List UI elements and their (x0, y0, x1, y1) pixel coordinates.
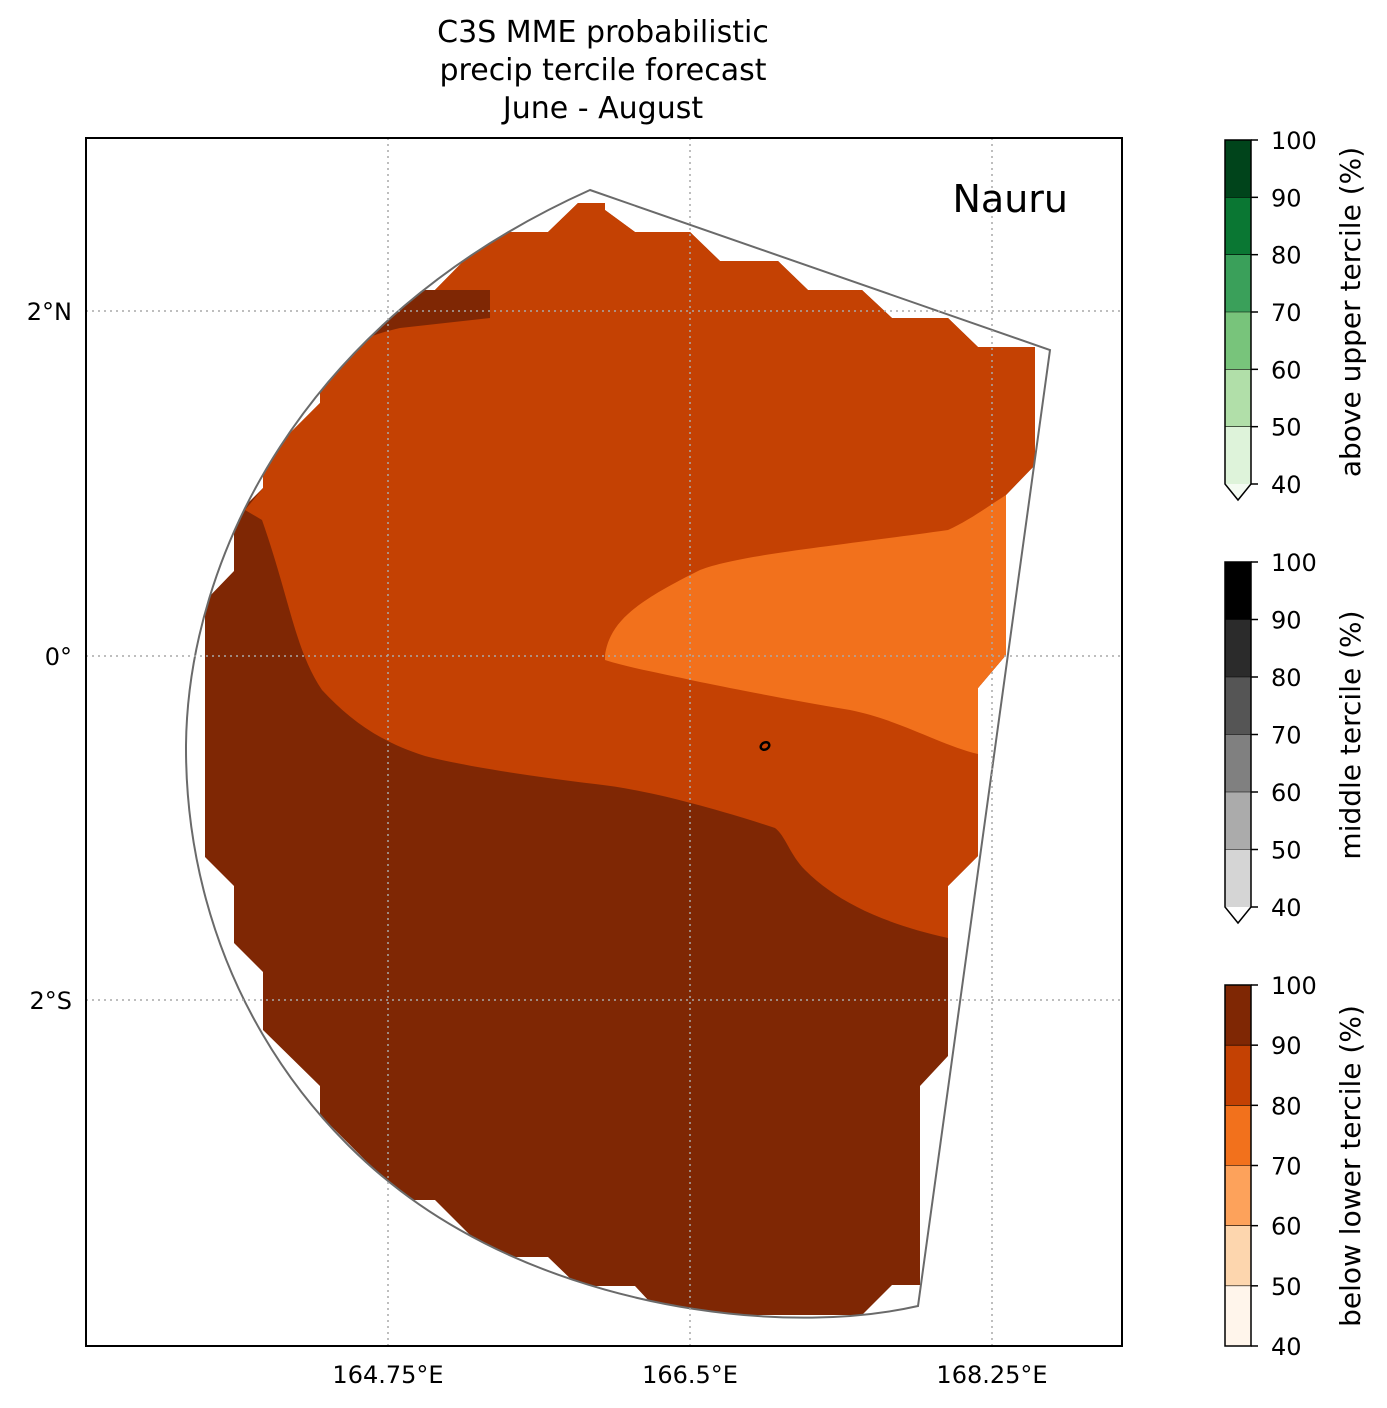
colorbar-segment (1225, 197, 1251, 256)
colorbar-segment (1225, 140, 1251, 198)
colorbar-segment (1225, 369, 1251, 428)
map-title: C3S MME probabilistic precip tercile for… (303, 14, 903, 128)
colorbar-extend-triangle (1225, 907, 1251, 923)
colorbar-tick-label: 100 (1271, 549, 1317, 577)
colorbar-label: above upper tercile (%) (1334, 147, 1367, 477)
colorbar-tick-label: 90 (1271, 1032, 1302, 1060)
colorbar-segment (1225, 734, 1251, 793)
colorbar-segment (1225, 849, 1251, 908)
colorbar-segment (1225, 1165, 1251, 1227)
colorbar-segment (1225, 792, 1251, 850)
colorbar-tick-label: 70 (1271, 1153, 1302, 1181)
forecast-field (205, 203, 1035, 1315)
colorbar-tick-label: 70 (1271, 299, 1302, 327)
colorbar-segment (1225, 1105, 1251, 1166)
region-label: Nauru (952, 177, 1068, 221)
colorbar-outline (1224, 561, 1252, 925)
colorbar-segment (1225, 1225, 1251, 1287)
lon-tick-label-1: 164.75°E (332, 1361, 443, 1389)
colorbar-segment (1225, 677, 1251, 735)
colorbar-tick-label: 50 (1271, 837, 1302, 865)
colorbar-extend-triangle (1225, 484, 1251, 500)
colorbar-tick-label: 70 (1271, 722, 1302, 750)
region-below-70-80 (605, 495, 1006, 754)
map-frame (85, 137, 1123, 1347)
region-below-80-90 (245, 203, 1035, 938)
colorbar-tick-label: 100 (1271, 127, 1317, 155)
colorbar-tick-label: 90 (1271, 607, 1302, 635)
colorbar-tick-label: 50 (1271, 414, 1302, 442)
colorbar-tick-label: 60 (1271, 356, 1302, 384)
colorbar-middle-tercile: 100 90 80 70 60 50 40 middle tercile (%) (1224, 549, 1367, 925)
colorbar-tick-label: 100 (1271, 972, 1317, 1000)
colorbar-below-lower-tercile: 100 90 80 70 60 50 40 below lower tercile (%) (1224, 972, 1367, 1361)
colorbar-segment (1225, 619, 1251, 678)
gridlines (86, 138, 1122, 1346)
colorbar-segment (1225, 254, 1251, 313)
colorbar-outline (1224, 139, 1252, 502)
colorbar-segment (1225, 312, 1251, 370)
colorbar-above-upper-tercile: 100 90 80 70 60 50 40 above upper tercile (%) (1224, 127, 1367, 502)
title-line-2: precip tercile forecast (439, 53, 767, 88)
lat-tick-label-2: 0° (45, 643, 72, 671)
colorbar-tick-label: 60 (1271, 1213, 1302, 1241)
colorbar-segment (1225, 1045, 1251, 1106)
colorbar-tick-label: 60 (1271, 779, 1302, 807)
title-line-1: C3S MME probabilistic (437, 15, 769, 50)
colorbar-segment (1225, 1285, 1251, 1347)
lat-tick-label-1: 2°N (27, 298, 72, 326)
lon-tick-label-3: 168.25°E (936, 1361, 1047, 1389)
domain-boundary (184, 188, 1052, 1319)
colorbar-label: middle tercile (%) (1334, 610, 1367, 859)
colorbar-segment (1225, 985, 1251, 1046)
colorbar-label: below lower tercile (%) (1334, 1005, 1367, 1327)
colorbar-tick-label: 80 (1271, 1092, 1302, 1120)
colorbar-tick-label: 40 (1271, 471, 1302, 499)
colorbar-tick-label: 40 (1271, 894, 1302, 922)
colorbar-segment (1225, 426, 1251, 485)
title-line-3: June - August (502, 91, 704, 126)
colorbar-tick-label: 80 (1271, 664, 1302, 692)
colorbar-tick-label: 90 (1271, 184, 1302, 212)
colorbar-tick-label: 50 (1271, 1273, 1302, 1301)
lat-tick-label-3: 2°S (29, 987, 72, 1015)
colorbar-tick-label: 40 (1271, 1333, 1302, 1361)
colorbar-segment (1225, 562, 1251, 620)
nauru-island-contour (759, 740, 771, 752)
colorbar-tick-label: 80 (1271, 242, 1302, 270)
lon-tick-label-2: 166.5°E (642, 1361, 738, 1389)
